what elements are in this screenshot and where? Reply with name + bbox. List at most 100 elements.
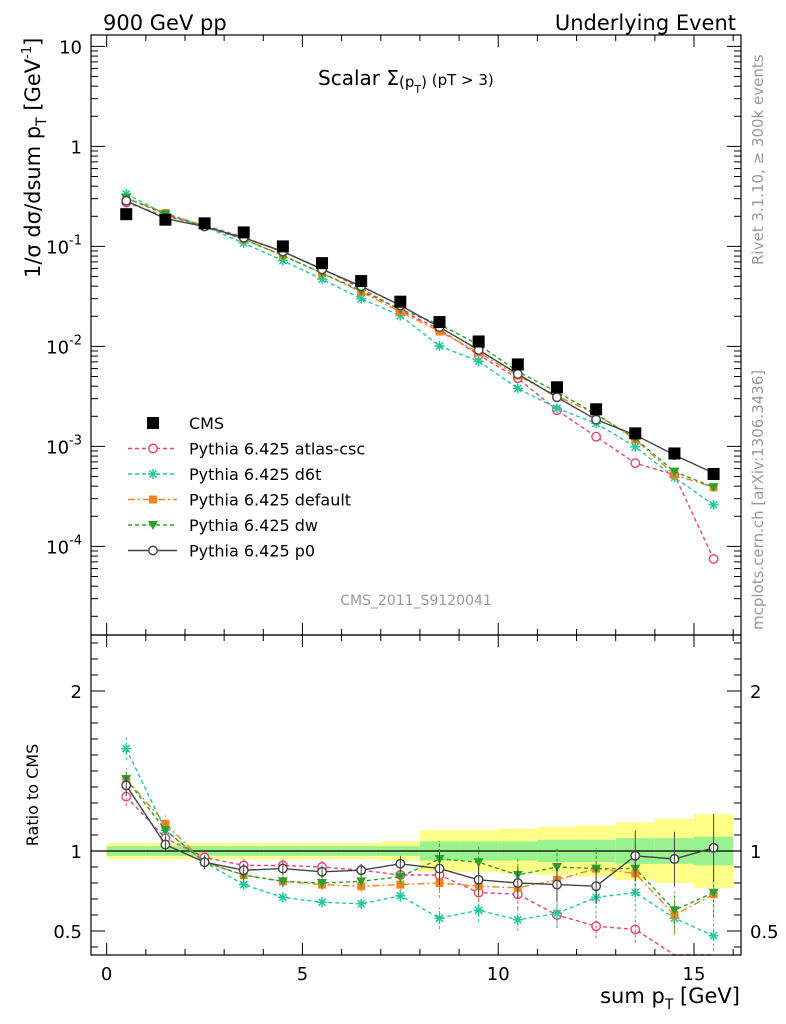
marker-filled-square <box>161 819 170 828</box>
marker-reference-square <box>276 240 289 253</box>
marker-reference-square <box>472 335 485 348</box>
marker-open-circle <box>591 414 602 425</box>
series-1 <box>121 188 719 510</box>
marker-reference-square <box>629 427 642 440</box>
marker-filled-triangle <box>708 888 719 898</box>
legend-entry-2: Pythia 6.425 d6t <box>128 465 321 484</box>
xlabel: sum pT [GeV] <box>600 984 740 1013</box>
marker-open-circle <box>148 545 158 556</box>
series-line <box>125 200 714 474</box>
reference-cms <box>120 208 720 480</box>
legend-label: Pythia 6.425 p0 <box>189 542 315 561</box>
marker-open-circle <box>630 458 641 469</box>
legend-label: Pythia 6.425 default <box>189 491 351 510</box>
ratio-y-tick-label-right: 1 <box>750 842 761 863</box>
ratio-y-tick-label-right: 2 <box>750 682 761 703</box>
marker-reference-square <box>120 208 133 221</box>
legend-entry-1: Pythia 6.425 atlas-csc <box>128 440 365 459</box>
legend-entry-3: Pythia 6.425 default <box>128 491 351 510</box>
marker-star <box>708 499 719 510</box>
legend: CMS Pythia 6.425 atlas-csc Pythia 6.425 d6… <box>128 414 365 561</box>
y-tick-label: 10-4 <box>46 533 82 558</box>
legend-label: Pythia 6.425 atlas-csc <box>189 440 365 459</box>
y-tick-label: 10-1 <box>46 233 82 258</box>
axes-layer: 0 5 10 15 10 1 10-1 10-2 10-3 10-4 0.5 0.5 1 1 2 2 <box>46 34 779 985</box>
marker-reference-square <box>198 217 211 230</box>
marker-reference-square <box>355 275 368 288</box>
ratio-y-tick-label-right: 0.5 <box>750 922 779 943</box>
marker-star <box>356 898 367 909</box>
legend-entry-4: Pythia 6.425 dw <box>128 516 318 535</box>
marker-open-circle <box>591 431 602 442</box>
marker-filled-triangle <box>708 483 719 493</box>
ratio-line <box>125 796 714 956</box>
legend-label: Pythia 6.425 dw <box>189 516 318 535</box>
header-right: Underlying Event <box>555 11 736 35</box>
marker-open-circle <box>148 443 158 454</box>
ratio-series-layer <box>121 736 719 956</box>
analysis-id: CMS_2011_S9120041 <box>340 593 492 609</box>
marker-star <box>434 340 445 351</box>
marker-star <box>121 188 132 199</box>
marker-reference-square <box>237 226 250 239</box>
mcplots-label: mcplots.cern.ch [arXiv:1306.3436] <box>749 370 767 630</box>
marker-star <box>551 908 562 919</box>
marker-star <box>356 293 367 304</box>
marker-reference-square <box>394 295 407 308</box>
series-layer <box>120 188 720 564</box>
series-line <box>125 193 714 506</box>
plot-title: Scalar Σ(pT) (pT > 3) <box>318 66 494 96</box>
marker-reference-square <box>590 403 603 416</box>
x-tick-label: 15 <box>683 964 706 985</box>
legend-entry-0: CMS <box>147 414 224 433</box>
marker-star <box>630 887 641 898</box>
y-tick-label: 10-3 <box>46 433 82 458</box>
marker-star <box>148 469 158 479</box>
marker-reference-square <box>316 257 329 270</box>
ratio-y-tick-label: 2 <box>71 682 82 703</box>
marker-star <box>473 356 484 367</box>
marker-open-circle <box>512 369 523 379</box>
marker-star <box>630 441 641 452</box>
ratio-y-tick-label: 0.5 <box>53 922 82 943</box>
marker-filled-triangle <box>148 521 158 530</box>
marker-filled-square <box>149 495 157 504</box>
marker-star <box>512 383 523 394</box>
marker-open-circle <box>708 553 719 564</box>
ratio-frame <box>90 634 742 956</box>
marker-reference-square <box>159 213 172 226</box>
y-tick-label: 10-2 <box>46 333 82 358</box>
series-line <box>126 201 715 560</box>
marker-reference-square <box>433 316 446 329</box>
legend-entry-5: Pythia 6.425 p0 <box>128 542 315 561</box>
marker-reference-square <box>550 381 563 394</box>
marker-open-circle <box>121 195 132 206</box>
rivet-label: Rivet 3.1.10, ≥ 300k events <box>749 54 767 265</box>
ratio-y-tick-label: 1 <box>71 842 82 863</box>
header-left: 900 GeV pp <box>103 11 227 35</box>
ratio-line <box>125 778 714 912</box>
x-tick-label: 10 <box>487 964 510 985</box>
marker-star <box>551 403 562 414</box>
marker-reference-square <box>707 467 720 480</box>
x-tick-label: 5 <box>297 964 308 985</box>
x-tick-label: 0 <box>101 964 112 985</box>
legend-label: CMS <box>189 414 224 433</box>
marker-star <box>317 897 328 908</box>
y-tick-label: 10 <box>59 37 82 58</box>
marker-open-circle <box>552 392 562 403</box>
marker-filled-triangle <box>551 863 562 872</box>
marker-reference-square <box>147 417 159 429</box>
ratio-series-4 <box>121 775 719 905</box>
y-tick-label: 1 <box>71 137 82 158</box>
ratio-ylabel: Ratio to CMS <box>23 744 42 846</box>
marker-filled-triangle <box>669 467 680 477</box>
marker-reference-square <box>668 447 681 460</box>
marker-star <box>317 274 328 285</box>
marker-reference-square <box>511 358 524 371</box>
marker-star <box>277 255 288 266</box>
ratio-line <box>125 748 714 937</box>
main-ylabel: 1/σ dσ/dsum pT [GeV-1] <box>20 38 50 278</box>
legend-label: Pythia 6.425 d6t <box>189 465 321 484</box>
